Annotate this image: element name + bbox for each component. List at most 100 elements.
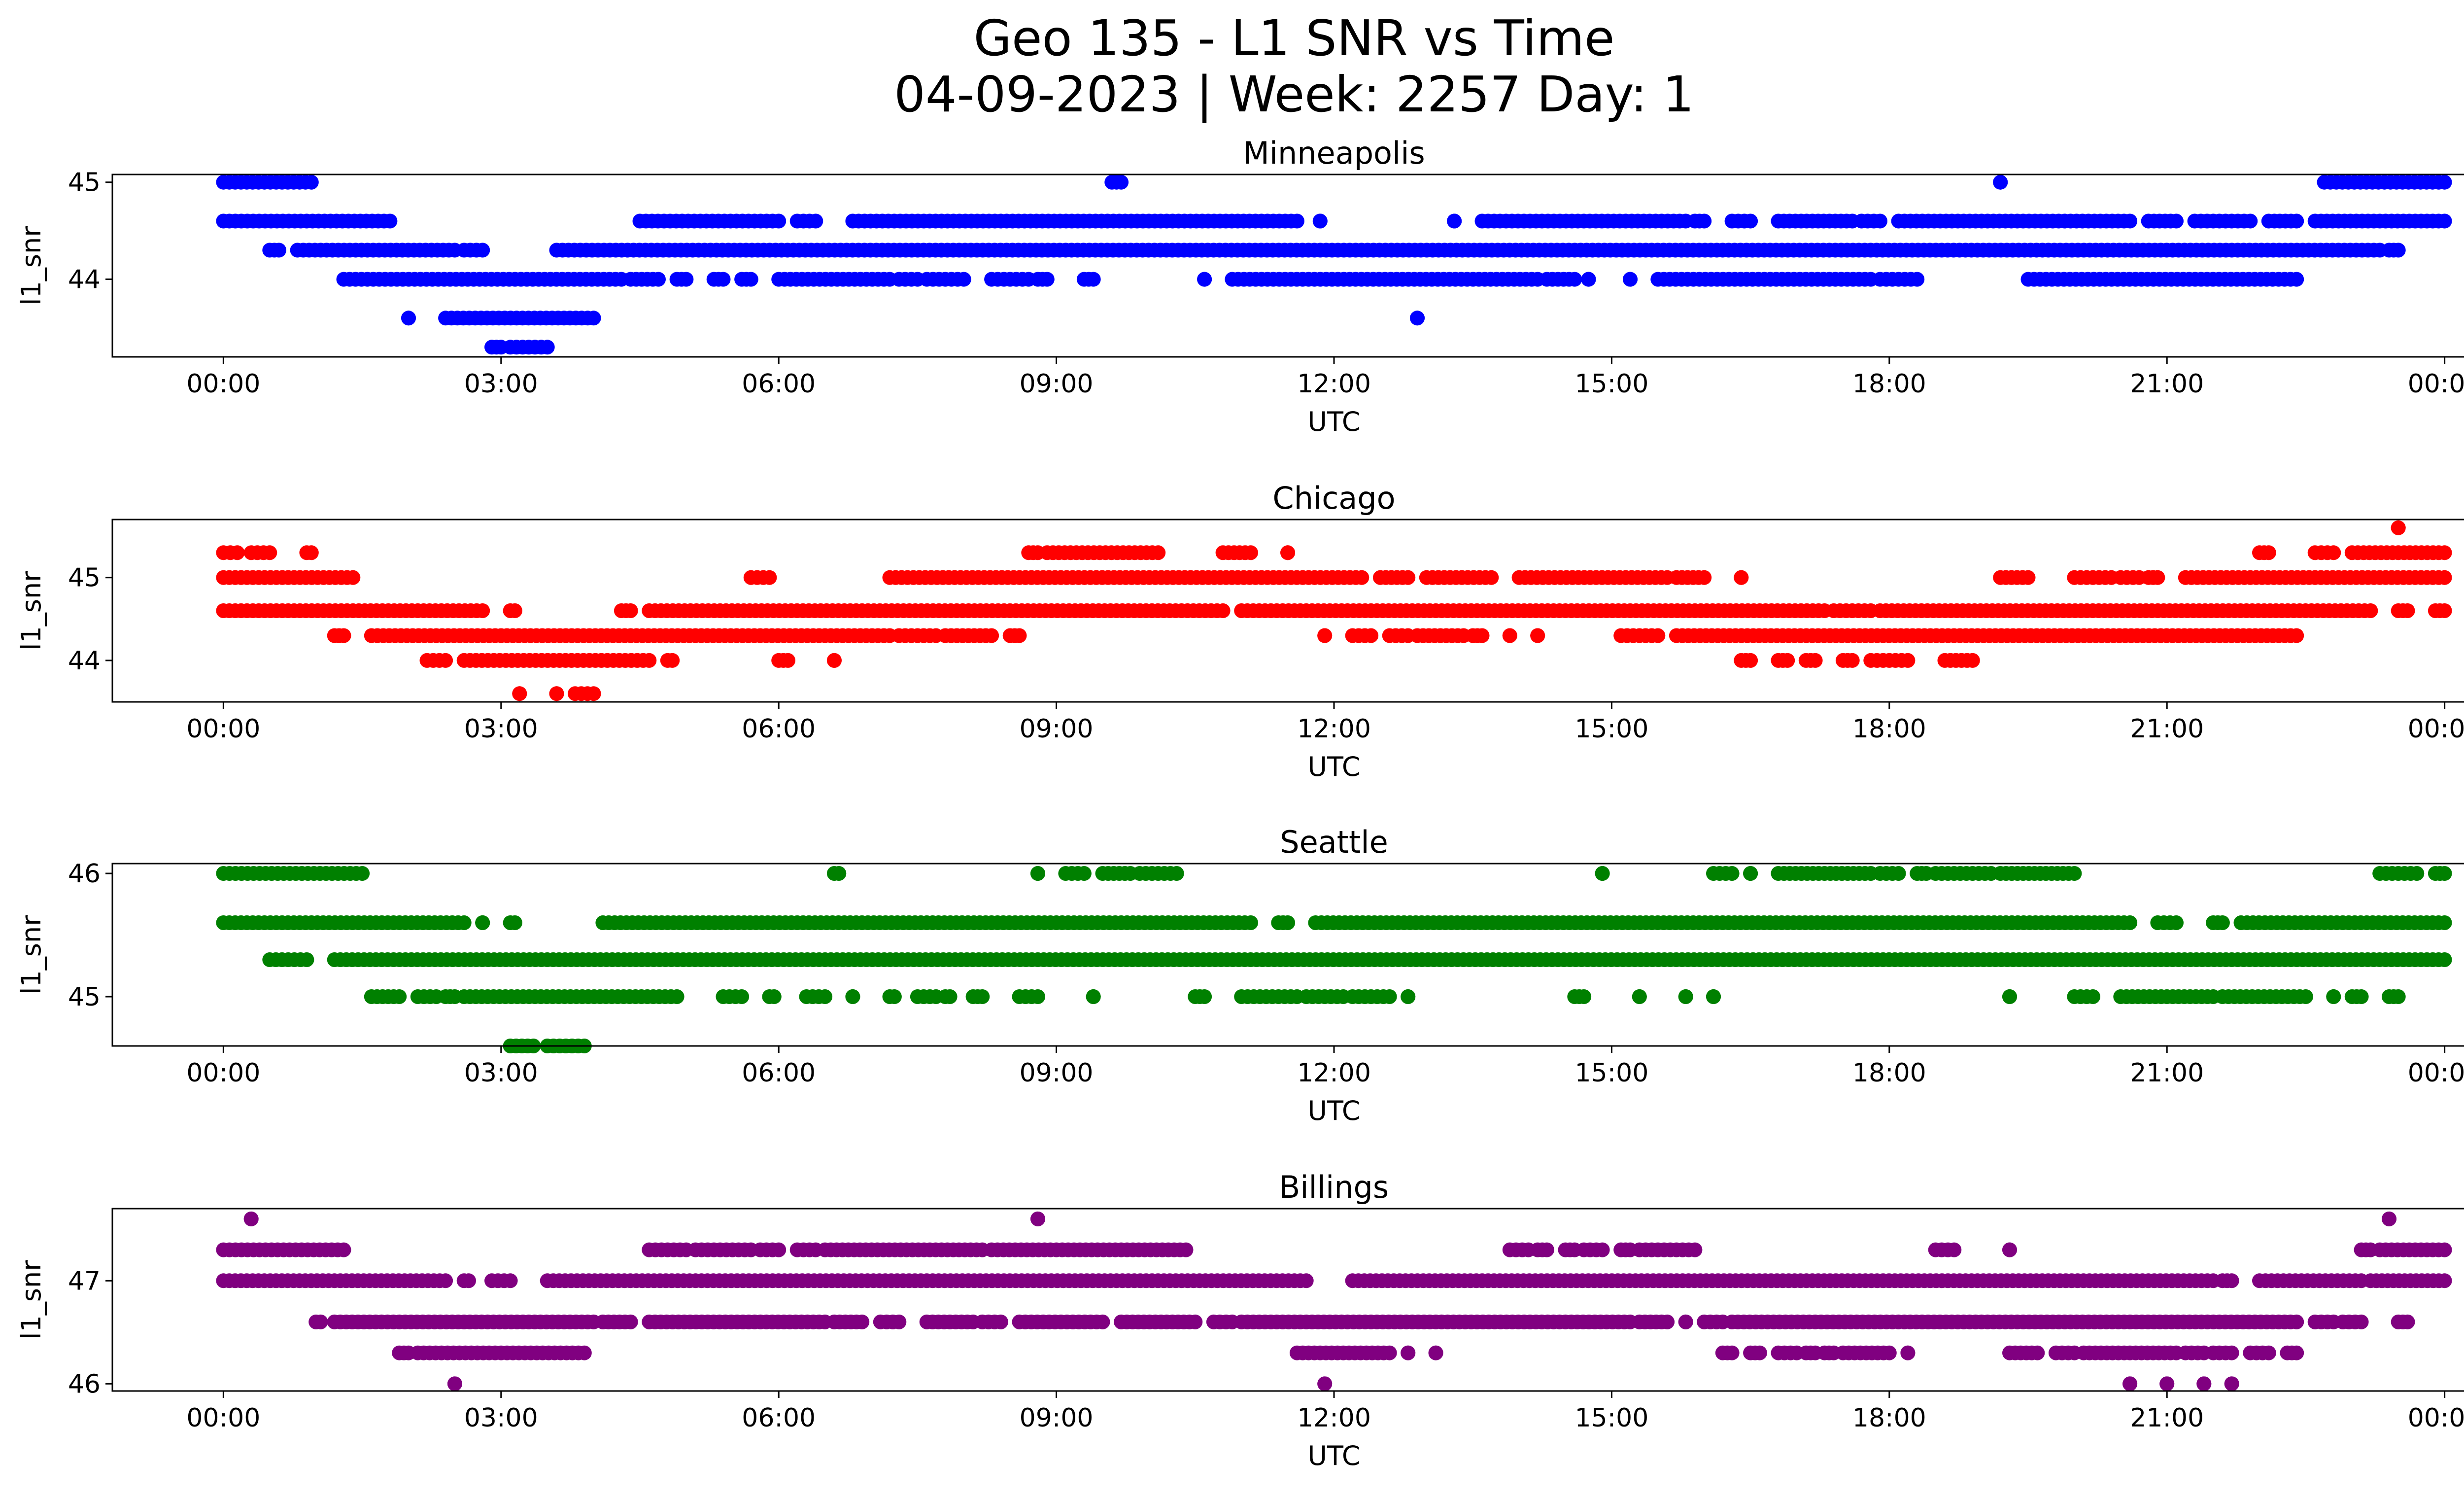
data-point bbox=[2289, 213, 2304, 229]
data-point bbox=[1650, 628, 1666, 643]
data-point bbox=[771, 213, 787, 229]
data-point bbox=[1474, 628, 1490, 643]
x-axis-label: UTC bbox=[1307, 1095, 1360, 1126]
data-point bbox=[1095, 1314, 1110, 1329]
data-point bbox=[475, 915, 490, 930]
scatter-series bbox=[216, 866, 2452, 1053]
data-point bbox=[299, 952, 314, 967]
data-point bbox=[2122, 1376, 2138, 1391]
data-point bbox=[669, 989, 684, 1004]
data-point bbox=[2289, 1314, 2304, 1329]
data-point bbox=[2391, 989, 2406, 1004]
data-point bbox=[475, 243, 490, 258]
data-point bbox=[734, 989, 750, 1004]
x-tick-label: 03:00 bbox=[464, 369, 538, 399]
data-point bbox=[1382, 989, 1397, 1004]
x-tick-label: 09:00 bbox=[1020, 714, 1094, 744]
x-tick-label: 09:00 bbox=[1020, 369, 1094, 399]
x-tick-label: 03:00 bbox=[464, 1403, 538, 1433]
data-point bbox=[1724, 1345, 1740, 1360]
data-point bbox=[642, 653, 657, 668]
data-point bbox=[503, 1273, 518, 1288]
x-tick-label: 00:00 bbox=[2408, 1058, 2464, 1088]
data-point bbox=[2437, 545, 2452, 560]
data-point bbox=[1623, 272, 1638, 287]
data-point bbox=[1401, 570, 1416, 585]
x-axis-label: UTC bbox=[1307, 406, 1360, 437]
data-point bbox=[230, 545, 245, 560]
data-point bbox=[1530, 628, 1545, 643]
y-axis-label: l1_snr bbox=[16, 571, 47, 651]
x-tick-label: 18:00 bbox=[1852, 714, 1926, 744]
data-point bbox=[993, 1314, 1008, 1329]
data-point bbox=[2437, 866, 2452, 881]
data-point bbox=[1030, 989, 1045, 1004]
data-point bbox=[2437, 952, 2452, 967]
data-point bbox=[336, 1242, 351, 1257]
y-axis-label: l1_snr bbox=[16, 1260, 47, 1340]
data-point bbox=[891, 1314, 907, 1329]
data-point bbox=[1743, 653, 1758, 668]
data-point bbox=[304, 545, 319, 560]
x-tick-label: 06:00 bbox=[742, 1403, 816, 1433]
data-point bbox=[2215, 915, 2230, 930]
data-point bbox=[401, 311, 416, 326]
data-point bbox=[818, 989, 833, 1004]
data-point bbox=[1687, 1242, 1703, 1257]
x-tick-label: 21:00 bbox=[2130, 1058, 2204, 1088]
data-point bbox=[1197, 989, 1212, 1004]
data-point bbox=[1743, 866, 1758, 881]
data-point bbox=[1845, 653, 1860, 668]
data-point bbox=[313, 1314, 328, 1329]
data-point bbox=[1734, 570, 1749, 585]
data-point bbox=[1280, 545, 1296, 560]
data-point bbox=[1900, 1345, 1916, 1360]
data-point bbox=[1910, 272, 1925, 287]
data-point bbox=[1401, 1345, 1416, 1360]
data-point bbox=[1632, 989, 1647, 1004]
data-point bbox=[2354, 989, 2369, 1004]
data-point bbox=[2289, 272, 2304, 287]
data-point bbox=[507, 915, 522, 930]
data-point bbox=[1030, 1211, 1045, 1226]
x-tick-label: 12:00 bbox=[1297, 1403, 1371, 1433]
data-point bbox=[1752, 1345, 1767, 1360]
y-tick-label: 46 bbox=[68, 1369, 101, 1399]
data-point bbox=[382, 213, 398, 229]
data-point bbox=[336, 628, 351, 643]
data-point bbox=[447, 1376, 462, 1391]
data-point bbox=[2437, 915, 2452, 930]
data-point bbox=[623, 1314, 638, 1329]
x-tick-label: 15:00 bbox=[1574, 714, 1648, 744]
data-point bbox=[586, 686, 601, 701]
data-point bbox=[2326, 989, 2341, 1004]
data-point bbox=[1724, 866, 1740, 881]
data-point bbox=[2224, 1376, 2239, 1391]
data-point bbox=[1030, 866, 1045, 881]
data-point bbox=[2382, 1211, 2396, 1226]
data-point bbox=[1595, 866, 1610, 881]
x-tick-label: 06:00 bbox=[742, 1058, 816, 1088]
data-point bbox=[1169, 866, 1184, 881]
subplot-title: Minneapolis bbox=[1243, 135, 1425, 171]
x-tick-label: 03:00 bbox=[464, 1058, 538, 1088]
data-point bbox=[1502, 628, 1517, 643]
data-point bbox=[2150, 570, 2165, 585]
y-axis-label: l1_snr bbox=[16, 226, 47, 306]
y-tick-label: 45 bbox=[68, 563, 101, 593]
x-tick-label: 00:00 bbox=[2408, 714, 2464, 744]
y-axis-label: l1_snr bbox=[16, 915, 47, 995]
data-point bbox=[1215, 603, 1231, 618]
data-point bbox=[2224, 1273, 2239, 1288]
data-point bbox=[1086, 272, 1101, 287]
data-point bbox=[1576, 989, 1592, 1004]
data-point bbox=[2002, 989, 2017, 1004]
data-point bbox=[1289, 213, 1304, 229]
x-tick-label: 18:00 bbox=[1852, 369, 1926, 399]
data-point bbox=[1743, 213, 1758, 229]
data-point bbox=[2437, 603, 2452, 618]
data-point bbox=[2159, 1376, 2175, 1391]
data-point bbox=[1299, 1273, 1314, 1288]
data-point bbox=[1567, 272, 1582, 287]
data-point bbox=[540, 340, 555, 355]
